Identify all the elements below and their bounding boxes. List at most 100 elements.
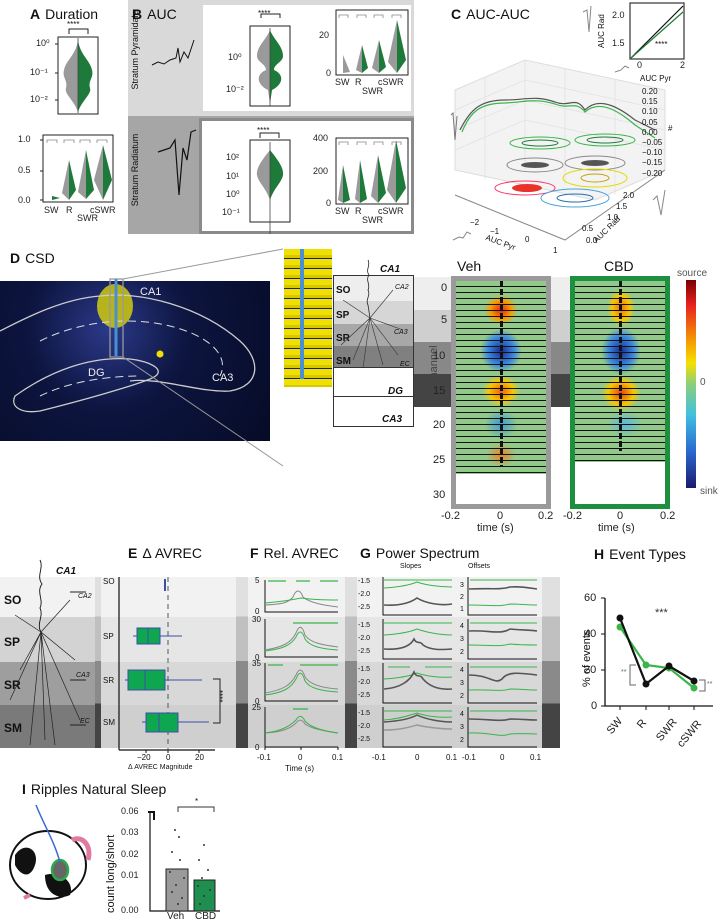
a-ytick: 0.5 xyxy=(18,165,31,175)
b-ytick: 10⁻² xyxy=(226,84,244,94)
panel-f-plots xyxy=(264,580,339,750)
f-divider xyxy=(236,577,248,748)
probe-zoom-image xyxy=(284,249,332,387)
e-divider xyxy=(95,577,101,748)
b-xtick: SWR xyxy=(362,86,383,96)
i-sig: * xyxy=(195,797,199,806)
g-xtick: 0 xyxy=(415,753,420,762)
a-ytick: 0.0 xyxy=(18,195,31,205)
csd-cbd-title: CBD xyxy=(604,258,634,274)
b-ytick: 10⁰ xyxy=(226,189,240,199)
a-ytick: 10⁰ xyxy=(36,38,50,48)
probe-shank xyxy=(300,249,304,379)
c-inset-sig: **** xyxy=(655,40,668,49)
e-xtick: −20 xyxy=(137,753,151,762)
g-xtick: -0.1 xyxy=(372,753,386,762)
g-offsets-title: Offsets xyxy=(468,563,491,570)
csd-ytick: 10 xyxy=(433,350,446,362)
h-sig-pair: ** xyxy=(621,669,627,676)
schema-ca3: CA3 xyxy=(382,414,403,425)
h-ytick: 40 xyxy=(584,628,597,640)
csd-veh-heatmap xyxy=(456,281,546,474)
e-neuron-drawing xyxy=(9,559,86,746)
b-ytick: 10¹ xyxy=(226,171,240,181)
e-schema-sp-label: SP xyxy=(4,635,21,649)
e-sig: **** xyxy=(215,690,224,703)
panel-a-title: A Duration xyxy=(30,6,99,22)
layer-sp xyxy=(334,301,413,324)
i-ytick: 0.02 xyxy=(121,849,139,859)
c-x-tick: −1 xyxy=(490,227,500,236)
schema-sp: SP xyxy=(336,310,350,321)
panel-g-plots xyxy=(382,577,538,748)
csd-xlabel: time (s) xyxy=(598,522,635,534)
i-ytick: 0.03 xyxy=(121,827,139,837)
f-ytick: 0 xyxy=(255,697,260,706)
csd-xtick: 0.2 xyxy=(660,510,676,522)
g-slope-yticks: -1.5 -2.0 -2.5 xyxy=(358,666,371,699)
e-schema-sr-label: SR xyxy=(4,678,21,692)
b-xtick: cSWR xyxy=(378,206,404,216)
b-ytick: 10² xyxy=(226,152,240,162)
c-y-tick: 0.5 xyxy=(582,224,594,233)
region-ca3: CA3 xyxy=(212,372,234,384)
colorbar-bottom: sink xyxy=(700,486,718,497)
f-ytick: 25 xyxy=(252,703,261,712)
band-so xyxy=(0,577,560,617)
panel-h-chart xyxy=(601,597,713,710)
e-input-ca2: CA2 xyxy=(78,593,92,600)
c-y-tick: 1.5 xyxy=(616,202,628,211)
input-ca2: CA2 xyxy=(395,284,409,291)
b-xtick: SWR xyxy=(362,215,383,225)
csd-xtick: -0.2 xyxy=(441,510,460,522)
f-xtick: 0 xyxy=(298,753,303,762)
b-ytick: 10⁰ xyxy=(228,52,242,62)
layer-sm xyxy=(334,346,413,368)
a-ytick: 10⁻² xyxy=(30,94,48,104)
f-ytick: 30 xyxy=(252,615,261,624)
g-xtick: 0 xyxy=(500,753,505,762)
c-y-tick: 2.0 xyxy=(623,191,635,200)
e-ylabel: SR xyxy=(103,676,115,685)
panel-i-chart xyxy=(9,804,220,912)
e-xlabel: Δ AVREC Magnitude xyxy=(128,764,193,771)
panel-d-title: D CSD xyxy=(10,250,55,266)
b-ytick: 0 xyxy=(326,68,332,78)
c-z-ticks: 0.20 0.15 0.10 0.05 0.00 −0.05 −0.10 −0.15 −0.… xyxy=(642,87,663,178)
h-ytick: 60 xyxy=(584,592,597,604)
schema-sm: SM xyxy=(336,356,351,367)
csd-xtick: 0 xyxy=(497,510,504,522)
c-inset-xtick: 2 xyxy=(680,60,686,70)
b-ytick: 10⁻¹ xyxy=(222,207,240,217)
csd-xtick: -0.2 xyxy=(563,510,582,522)
e-input-ca3: CA3 xyxy=(76,672,90,679)
f-xtick: 0.1 xyxy=(332,753,344,762)
c-inset-xtick: 0 xyxy=(637,60,643,70)
e-ylabel: SO xyxy=(103,577,115,586)
a-ytick: 10⁻¹ xyxy=(30,67,48,77)
a-xtick: R xyxy=(66,205,73,215)
g-slope-yticks: -1.5 -2.0 -2.5 xyxy=(358,578,371,611)
e-input-ec: EC xyxy=(80,718,90,725)
csd-xtick: 0.2 xyxy=(538,510,554,522)
e-ylabel: SM xyxy=(103,718,115,727)
colorbar xyxy=(686,280,696,488)
i-ytick: 0.00 xyxy=(121,905,139,915)
csd-xtick: 0 xyxy=(617,510,624,522)
panel-i-title: I Ripples Natural Sleep xyxy=(22,781,167,797)
g-divider xyxy=(345,577,357,748)
h-ytick: 20 xyxy=(584,664,597,676)
histology-overlay xyxy=(0,248,284,467)
h-ytick: 0 xyxy=(591,700,598,712)
b-ytick: 400 xyxy=(313,133,329,143)
a-xtick: SW xyxy=(44,205,59,215)
sig-stars: **** xyxy=(67,20,80,29)
panel-a-plots xyxy=(40,28,114,203)
e-schema-sm xyxy=(0,705,95,748)
e-schema-ca1: CA1 xyxy=(56,566,77,577)
layer-schema xyxy=(333,275,414,427)
panel-g-title: G Power Spectrum xyxy=(360,545,480,561)
